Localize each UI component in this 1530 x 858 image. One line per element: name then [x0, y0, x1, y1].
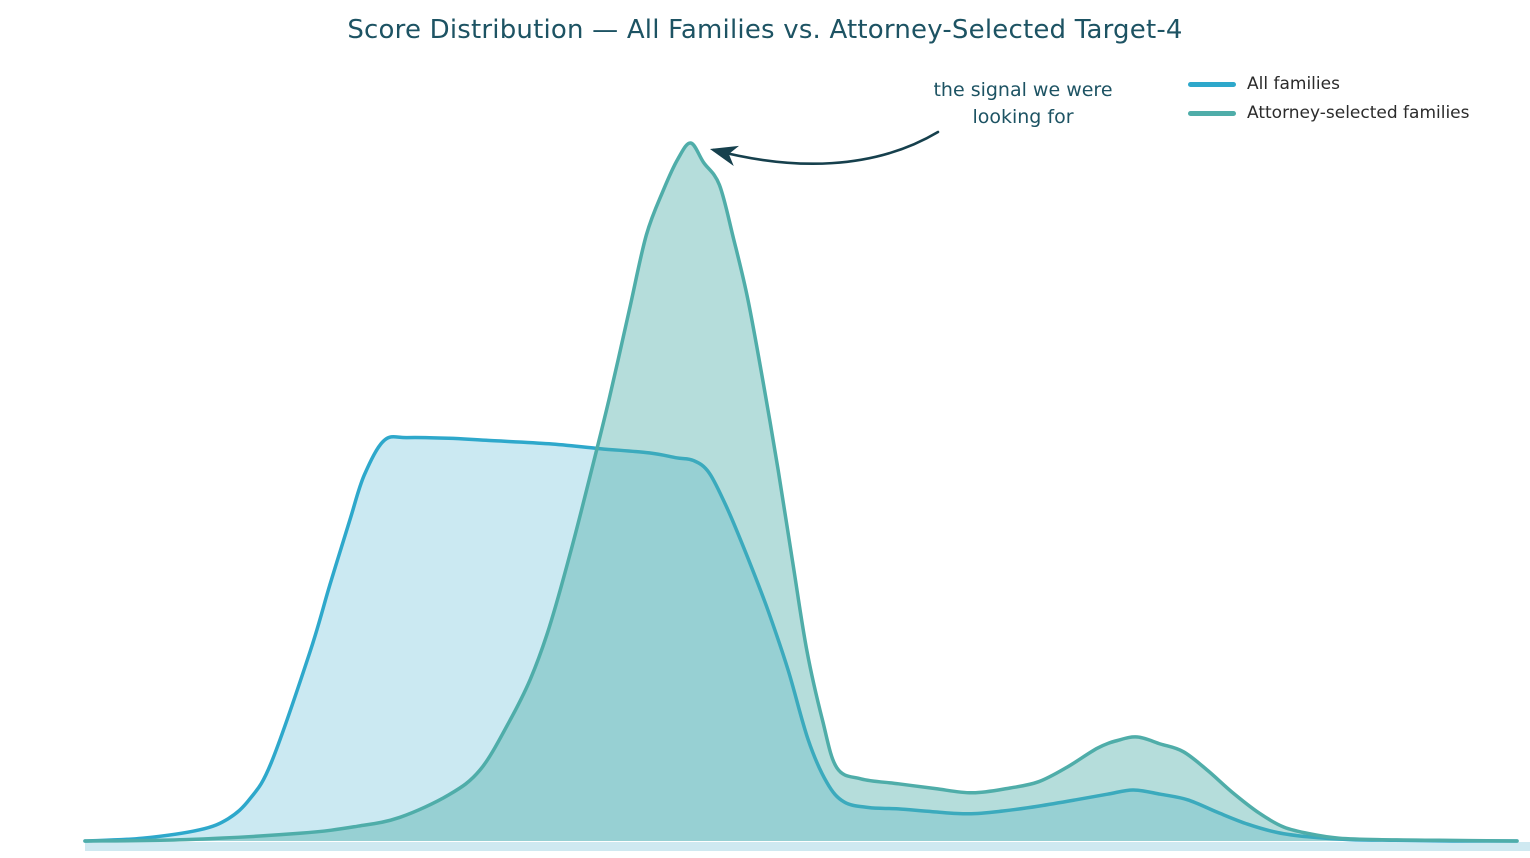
legend-label-attorney-selected: Attorney-selected families — [1247, 103, 1470, 123]
annotation-arrow — [709, 130, 940, 166]
density-areas — [83, 141, 1519, 843]
density-area-all-families — [85, 436, 1517, 842]
legend-swatch-all-families — [1188, 81, 1236, 87]
x-axis-baseline-strip — [85, 842, 1530, 851]
annotation-text: the signal we were looking for — [933, 79, 1113, 128]
legend-item-attorney-selected: Attorney-selected families — [1188, 103, 1470, 123]
chart-title: Score Distribution — All Families vs. At… — [347, 15, 1183, 45]
density-area-attorney-selected-families — [85, 142, 1517, 841]
legend-swatch-attorney-selected — [1188, 110, 1236, 116]
density-line-attorney-selected-families — [83, 141, 1519, 843]
legend-item-all-families: All families — [1188, 74, 1470, 94]
density-line-all-families — [83, 434, 1519, 843]
legend: All families Attorney-selected families — [1188, 74, 1470, 123]
legend-label-all-families: All families — [1247, 74, 1340, 94]
